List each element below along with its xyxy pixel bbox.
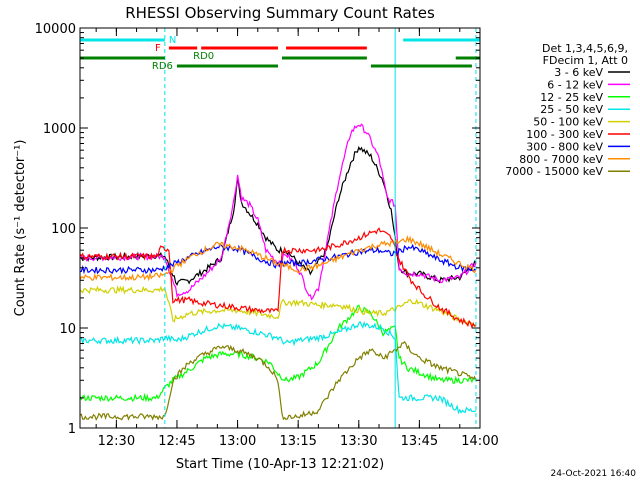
plot-frame [79,27,481,429]
axes: 1 10 100 1000 10000 12:30 12:45 13:00 13:15 13:30… [35,22,499,449]
series-line-6 [80,243,477,275]
legend-label-7: 800 - 7000 keV [519,153,603,166]
footer-date: 24-Oct-2021 16:40 [551,469,637,479]
x-tick-label-5: 13:45 [401,434,438,449]
legend-label-5: 100 - 300 keV [526,128,603,141]
legend-header-1: FDecim 1, Att 0 [543,54,628,67]
legend-label-2: 12 - 25 keV [540,91,603,104]
x-tick-label-6: 14:00 [461,434,498,449]
legend-label-6: 300 - 800 keV [526,140,603,153]
y-tick-label-2: 100 [51,222,76,237]
series-line-3 [79,320,477,415]
x-tick-label-0: 12:30 [98,434,135,449]
series-line-4 [79,284,477,328]
legend-label-8: 7000 - 15000 keV [505,165,603,178]
flag-label-f: F [155,43,161,54]
flag-bars: NF RD0 RD6 [80,35,480,72]
legend: Det 1,3,4,5,6,9,FDecim 1, Att 03 - 6 keV… [505,42,630,178]
flag-label-n: N [169,35,176,46]
chart-title: RHESSI Observing Summary Count Rates [125,4,435,22]
series-line-2 [79,304,477,403]
x-tick-label-2: 13:00 [219,434,256,449]
y-tick-label-1: 10 [59,322,76,337]
flag-label-rd0: RD0 [193,51,214,62]
x-tick-label-3: 13:15 [279,434,316,449]
series-line-5 [79,227,477,330]
x-axis-label: Start Time (10-Apr-13 12:21:02) [176,457,384,472]
legend-header-0: Det 1,3,4,5,6,9, [542,42,628,55]
legend-label-0: 3 - 6 keV [554,66,603,79]
x-tick-label-4: 13:30 [340,434,377,449]
plot-area [79,28,477,428]
series-line-1 [79,123,477,301]
legend-label-3: 25 - 50 keV [540,103,603,116]
y-tick-label-3: 1000 [43,122,76,137]
y-tick-label-4: 10000 [35,22,76,37]
series-line-8 [79,341,477,421]
flag-label-rd6: RD6 [152,61,173,72]
x-tick-label-1: 12:45 [158,434,195,449]
y-tick-label-0: 1 [68,422,76,437]
legend-label-4: 50 - 100 keV [533,116,603,129]
y-axis-label: Count Rate (s⁻¹ detector⁻¹) [13,140,28,317]
legend-label-1: 6 - 12 keV [547,78,603,91]
series-line-7 [79,234,477,282]
